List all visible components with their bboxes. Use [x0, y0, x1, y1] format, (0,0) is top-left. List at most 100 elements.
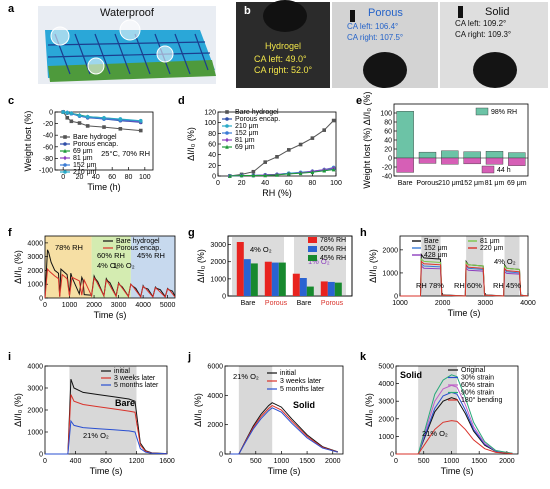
bar	[306, 286, 314, 296]
data-point	[63, 148, 67, 153]
legend-label: 5 months later	[280, 386, 325, 393]
data-point	[239, 173, 244, 178]
legend-swatch	[308, 255, 317, 261]
x-axis-label: Time (s)	[441, 466, 474, 476]
legend-label: 81 μm	[235, 137, 255, 144]
x-tick-label: 4000	[520, 300, 536, 307]
annotation: 21% O₂	[422, 429, 448, 438]
porous-ca-right: CA right: 107.5°	[347, 33, 403, 42]
y-tick-label: 4000	[378, 381, 394, 388]
bar	[441, 150, 459, 159]
x-axis-label: RH (%)	[262, 188, 292, 198]
data-point	[228, 173, 232, 178]
data-point	[322, 128, 326, 132]
x-tick-label: 40	[261, 180, 269, 187]
panel-letter-j: j	[187, 351, 191, 363]
x-tick-label: 80	[309, 180, 317, 187]
legend-label: 44 h	[497, 167, 511, 174]
y-tick-label: 1000	[27, 282, 43, 289]
series-line	[45, 419, 168, 455]
legend-label: 5 months later	[114, 382, 159, 389]
y-tick-label: 3000	[378, 399, 394, 406]
x-tick-label: 20	[238, 180, 246, 187]
y-tick-label: 2000	[207, 422, 223, 429]
legend-label: 60% strain	[461, 382, 494, 389]
x-tick-label: 0	[43, 458, 47, 465]
series-line	[400, 264, 529, 297]
bar	[278, 262, 286, 296]
porous-droplet	[363, 52, 407, 88]
x-tick-label: 1000	[392, 300, 408, 307]
data-point	[225, 124, 229, 128]
data-point	[275, 172, 279, 177]
data-point	[65, 116, 70, 120]
legend-label: 3 weeks later	[114, 375, 156, 382]
x-tick-label: 1000	[444, 458, 460, 465]
y-axis-label: ΔI/I₀ (%)	[368, 249, 378, 283]
bar	[463, 151, 481, 159]
solid-title: Solid	[485, 6, 509, 18]
x-tick-label: 1500	[299, 458, 315, 465]
y-tick-label: -40	[43, 133, 53, 140]
x-tick-label: 500	[418, 458, 430, 465]
y-tick-label: 5000	[378, 364, 394, 371]
waterproof-label: Waterproof	[100, 7, 155, 19]
y-tick-label: 2000	[27, 408, 43, 415]
x-tick-label: 0	[228, 458, 232, 465]
y-tick-label: 80	[208, 131, 216, 138]
panel-letter-g: g	[188, 227, 195, 239]
y-tick-label: 20	[384, 147, 392, 154]
y-tick-label: 0	[49, 110, 53, 117]
data-point	[225, 117, 229, 121]
legend-label: 69 μm	[235, 144, 255, 151]
series-line	[400, 262, 529, 297]
x-category-label: 152 μm	[460, 180, 484, 187]
data-point	[63, 142, 67, 146]
chart-d: d 0 20 40 60 80 100 120 0 20 40 60 80 100 RH (%) ΔI/I₀ …	[178, 95, 342, 198]
y-tick-label: 0	[212, 174, 216, 181]
chart-g: g 0 1000 2000 3000 ΔI/I₀ (%) Bare Porous Bare Por…	[188, 227, 353, 307]
annotation: 25°C, 70% RH	[101, 149, 150, 158]
x-category-label: Porous	[321, 300, 344, 307]
data-point	[331, 118, 336, 123]
group-label: 4% O₂	[250, 245, 272, 254]
data-point	[77, 113, 82, 118]
y-axis-label: ΔI/I₀ (%)	[196, 249, 206, 283]
x-tick-label: 60	[285, 180, 293, 187]
legend-label: 78% RH	[320, 237, 346, 244]
data-point	[263, 173, 267, 178]
x-tick-label: 2000	[86, 302, 102, 309]
water-droplet	[119, 19, 141, 41]
legend-label: 98% RH	[491, 109, 517, 116]
x-tick-label: 1000	[274, 458, 290, 465]
chart-k: k 0 1000 2000 3000 4000 5000 0 500 1000 1500 2000 Ti…	[360, 351, 519, 476]
data-point	[63, 170, 67, 174]
data-point	[322, 168, 326, 173]
hydrogel-droplet	[263, 0, 307, 32]
panel-letter-c: c	[8, 95, 14, 107]
legend-label: Bare hydrogel	[116, 238, 160, 245]
series-line	[400, 258, 529, 297]
legend-label: 180° bending	[461, 396, 502, 404]
series-line	[396, 391, 513, 455]
plot-frame	[224, 365, 344, 455]
panel-letter-f: f	[8, 227, 12, 239]
x-category-label: Porous	[265, 300, 288, 307]
data-point	[118, 117, 123, 121]
y-tick-label: 0	[222, 294, 226, 301]
legend-label: 45% RH	[320, 255, 346, 262]
annotation: 4% O₂	[494, 257, 516, 266]
shaded-region	[130, 236, 175, 298]
water-droplet	[87, 57, 105, 75]
chart-j: j 0 2000 4000 6000 0 500 1000 1500 2000 Time (s) ΔI…	[187, 351, 344, 476]
y-axis-label: Weight lost (%)	[23, 111, 33, 172]
bar	[292, 273, 300, 296]
solid-droplet	[473, 52, 517, 88]
bar	[271, 262, 279, 296]
x-axis-label: Time (h)	[87, 182, 120, 192]
x-tick-label: 3000	[111, 302, 127, 309]
data-point	[225, 131, 229, 135]
water-droplet	[50, 26, 70, 46]
annotation: Solid	[293, 400, 315, 410]
shaded-region	[418, 366, 457, 454]
